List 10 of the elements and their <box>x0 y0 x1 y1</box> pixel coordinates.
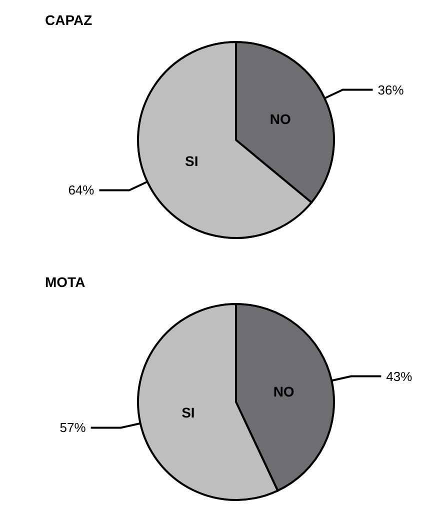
slice-label: SI <box>185 152 198 169</box>
chart-title: CAPAZ <box>45 12 93 28</box>
data-label: 64% <box>68 182 95 198</box>
data-label: 43% <box>386 368 413 384</box>
slice-label: NO <box>270 111 291 128</box>
data-label: 57% <box>60 420 86 436</box>
data-label: 36% <box>378 82 404 98</box>
chart-title: MOTA <box>45 274 86 290</box>
slice-label: NO <box>273 383 294 400</box>
slice-label: SI <box>182 404 195 421</box>
